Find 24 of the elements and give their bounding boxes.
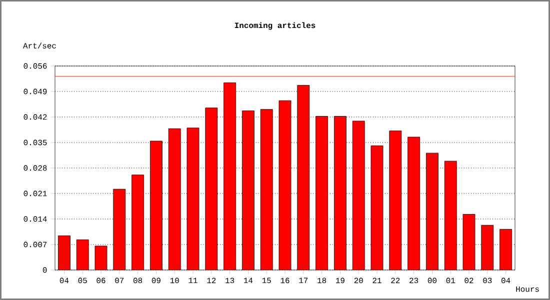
bar <box>481 224 494 270</box>
bar <box>113 188 126 270</box>
bar <box>444 160 457 270</box>
bar <box>389 130 402 270</box>
bar <box>242 110 254 270</box>
bar <box>260 109 273 270</box>
bar <box>297 85 310 270</box>
bar <box>168 128 181 270</box>
bar <box>370 146 384 270</box>
bar <box>278 100 292 270</box>
bar <box>186 128 200 270</box>
bar <box>76 240 89 270</box>
bar <box>352 120 365 270</box>
bar <box>408 136 420 270</box>
bar <box>150 140 162 270</box>
bar <box>316 116 328 270</box>
bar <box>205 108 218 270</box>
bar <box>426 152 438 270</box>
bar <box>334 116 346 270</box>
bar <box>224 82 236 270</box>
bar <box>462 214 476 270</box>
bar <box>500 229 512 270</box>
bar <box>58 236 70 270</box>
bar <box>132 174 144 270</box>
